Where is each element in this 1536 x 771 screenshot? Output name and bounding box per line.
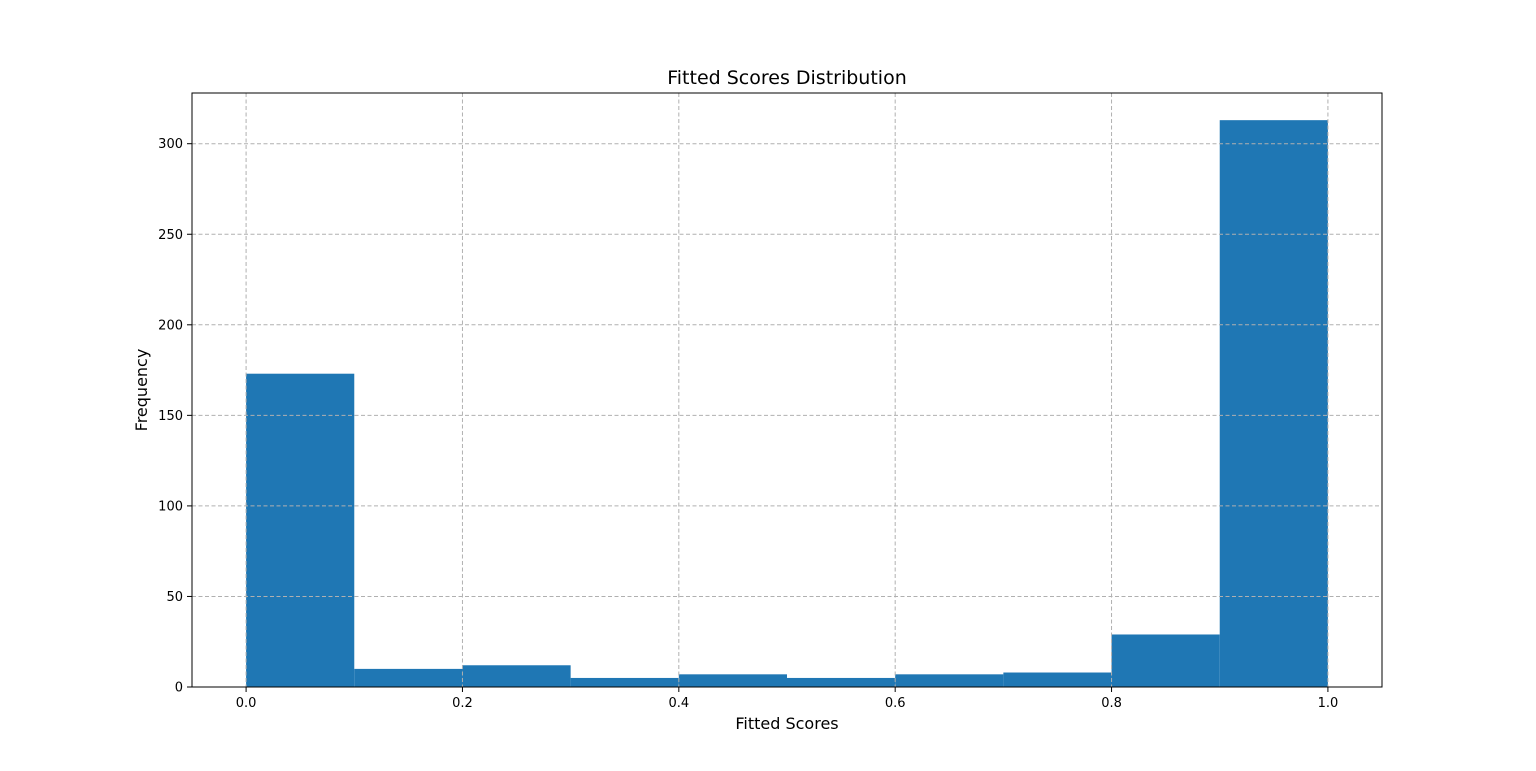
x-tick-label: 0.4 bbox=[668, 696, 689, 711]
x-axis-title: Fitted Scores bbox=[735, 714, 838, 733]
chart-title: Fitted Scores Distribution bbox=[667, 67, 907, 89]
histogram-bar bbox=[787, 677, 896, 687]
y-tick-label: 100 bbox=[158, 499, 183, 514]
y-tick-label: 300 bbox=[158, 137, 183, 152]
grid-overlay bbox=[192, 93, 1382, 688]
histogram-bar bbox=[354, 668, 463, 687]
histogram-bar bbox=[895, 674, 1004, 687]
x-tick-label: 0.6 bbox=[885, 696, 906, 711]
histogram-bars bbox=[246, 120, 1328, 688]
histogram-bar bbox=[1219, 120, 1328, 688]
y-tick-label: 200 bbox=[158, 318, 183, 333]
x-axis-ticks: 0.0 0.2 0.4 0.6 0.8 1.0 bbox=[236, 687, 1339, 711]
y-tick-label: 0 bbox=[175, 681, 183, 696]
x-tick-label: 0.2 bbox=[452, 696, 473, 711]
y-tick-label: 50 bbox=[166, 590, 183, 605]
x-tick-label: 1.0 bbox=[1318, 696, 1339, 711]
histogram-bar bbox=[570, 677, 679, 687]
histogram-bar bbox=[678, 674, 787, 687]
y-tick-label: 250 bbox=[158, 228, 183, 243]
x-tick-label: 0.8 bbox=[1101, 696, 1122, 711]
x-tick-label: 0.0 bbox=[236, 696, 257, 711]
histogram-bar bbox=[1003, 672, 1112, 687]
histogram-bar bbox=[462, 665, 571, 687]
histogram-bar bbox=[246, 373, 355, 687]
y-tick-label: 150 bbox=[158, 409, 183, 424]
y-axis-title: Frequency bbox=[132, 349, 151, 432]
histogram-bar bbox=[1111, 634, 1220, 687]
plot-frame bbox=[191, 92, 1383, 688]
y-axis-ticks: 0 50 100 150 200 250 300 bbox=[158, 137, 192, 696]
